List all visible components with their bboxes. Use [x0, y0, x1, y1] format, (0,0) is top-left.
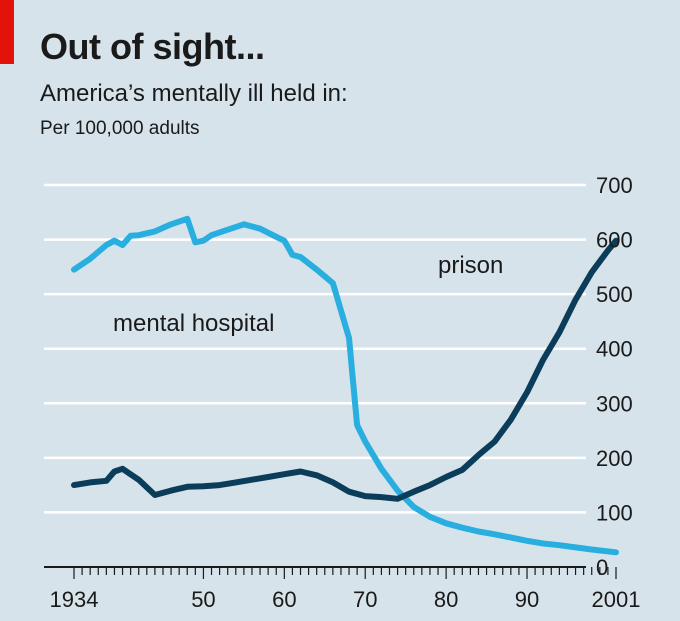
- series-label-prison: prison: [438, 252, 503, 279]
- y-tick-label-400: 400: [596, 337, 633, 362]
- y-tick-label-100: 100: [596, 500, 633, 525]
- x-tick-label-70: 70: [353, 587, 377, 612]
- series-line-mental-hospital: [71, 215, 619, 556]
- y-tick-label-0: 0: [596, 555, 608, 580]
- series-line-prison: [71, 237, 619, 502]
- x-tick-label-60: 60: [272, 587, 296, 612]
- y-tick-label-300: 300: [596, 391, 633, 416]
- x-tick-label-90: 90: [515, 587, 539, 612]
- x-tick-label-1934: 1934: [50, 587, 99, 612]
- labels: 0 100 200 300 400 500 600 700 1934 50 60 70 80 90 2001…: [50, 173, 641, 612]
- y-tick-label-500: 500: [596, 282, 633, 307]
- brand-red-tag: [0, 0, 14, 64]
- x-tick-label-80: 80: [434, 587, 458, 612]
- y-tick-label-200: 200: [596, 446, 633, 471]
- y-tick-label-600: 600: [596, 228, 633, 253]
- series-label-mental-hospital: mental hospital: [113, 310, 274, 337]
- x-tick-label-50: 50: [191, 587, 215, 612]
- chart-subtitle: America’s mentally ill held in:: [40, 80, 348, 107]
- x-tick-label-2001: 2001: [592, 587, 641, 612]
- grid-lines: [44, 183, 586, 514]
- chart-title: Out of sight...: [40, 26, 265, 67]
- series-lines: [71, 215, 619, 556]
- chart-unit-label: Per 100,000 adults: [40, 118, 200, 139]
- y-tick-label-700: 700: [596, 173, 633, 198]
- x-axis: [44, 566, 617, 579]
